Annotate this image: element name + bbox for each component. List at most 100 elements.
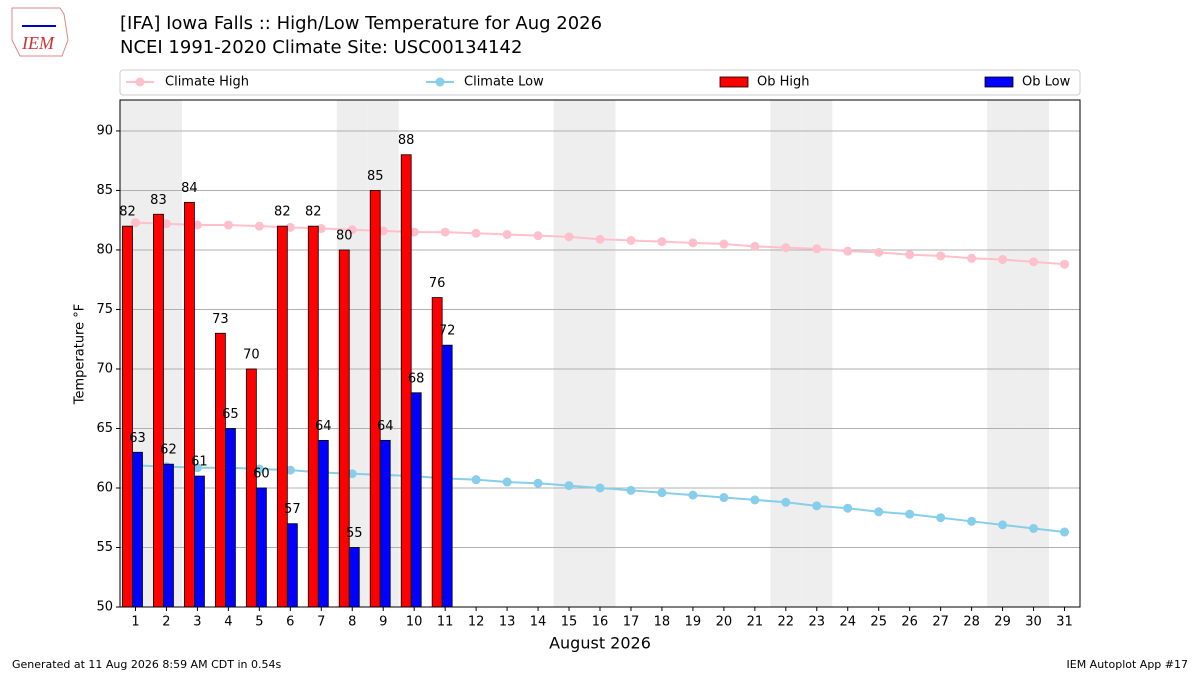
bar-label: 73 xyxy=(212,312,229,327)
bar xyxy=(441,344,453,608)
point xyxy=(750,495,760,505)
point xyxy=(781,497,791,507)
legend-marker xyxy=(435,77,445,87)
x-tick-label: 2 xyxy=(162,615,170,630)
logo: IEM xyxy=(11,7,69,57)
bar-label: 61 xyxy=(191,455,208,470)
weekend-shade xyxy=(801,100,833,607)
point xyxy=(1029,523,1039,533)
bar xyxy=(245,368,257,608)
point xyxy=(347,225,357,235)
point xyxy=(1029,257,1039,267)
x-tick-label: 19 xyxy=(685,615,702,630)
point xyxy=(533,231,543,241)
bar xyxy=(163,463,174,608)
x-tick-label: 22 xyxy=(778,615,795,630)
bar xyxy=(276,225,288,608)
point xyxy=(719,239,729,249)
x-tick-label: 10 xyxy=(406,615,423,630)
bar xyxy=(348,547,360,608)
point xyxy=(254,464,264,474)
x-tick-label: 25 xyxy=(870,615,887,630)
x-tick-label: 11 xyxy=(437,615,454,630)
bar-label: 68 xyxy=(408,371,425,386)
point xyxy=(967,516,977,526)
point xyxy=(223,220,233,230)
x-tick-label: 13 xyxy=(499,615,516,630)
point xyxy=(905,250,915,260)
weekend-shade xyxy=(553,100,585,607)
bar-label: 64 xyxy=(377,419,394,434)
bar xyxy=(369,190,381,608)
x-tick-label: 6 xyxy=(286,615,294,630)
y-tick-label: 55 xyxy=(96,540,113,555)
bar-label: 76 xyxy=(429,276,446,291)
bar-label: 85 xyxy=(367,169,384,184)
x-tick-label: 9 xyxy=(379,615,387,630)
bar xyxy=(286,523,298,608)
point xyxy=(254,221,264,231)
point xyxy=(564,232,574,242)
bar-label: 82 xyxy=(305,205,322,220)
x-tick-label: 1 xyxy=(131,615,139,630)
y-tick-label: 80 xyxy=(96,242,113,257)
point xyxy=(130,218,140,228)
point xyxy=(1060,527,1070,537)
logo-outline xyxy=(11,7,69,57)
bar xyxy=(132,451,143,608)
point xyxy=(285,222,295,232)
legend-swatch xyxy=(719,76,749,88)
bar xyxy=(255,487,267,608)
bar-label: 88 xyxy=(398,133,415,148)
chart-subtitle: NCEI 1991-2020 Climate Site: USC00134142 xyxy=(120,37,522,58)
x-tick-label: 3 xyxy=(193,615,201,630)
bar-label: 60 xyxy=(253,466,270,481)
x-tick-label: 24 xyxy=(839,615,856,630)
point xyxy=(471,228,481,238)
bar-label: 83 xyxy=(150,193,167,208)
y-tick-label: 75 xyxy=(96,302,113,317)
x-tick-label: 18 xyxy=(654,615,671,630)
point xyxy=(440,227,450,237)
bar xyxy=(338,249,350,608)
point xyxy=(688,238,698,248)
point xyxy=(502,229,512,239)
bar xyxy=(214,332,226,608)
x-tick-label: 28 xyxy=(963,615,980,630)
bar xyxy=(307,225,319,608)
point xyxy=(378,226,388,236)
y-tick-label: 85 xyxy=(96,183,113,198)
x-tick-label: 21 xyxy=(747,615,764,630)
point xyxy=(316,224,326,234)
point xyxy=(719,493,729,503)
y-tick-label: 65 xyxy=(96,421,113,436)
y-tick-label: 90 xyxy=(96,123,113,138)
point xyxy=(409,227,419,237)
x-axis-label: August 2026 xyxy=(549,634,651,653)
point xyxy=(936,251,946,261)
point xyxy=(192,220,202,230)
bar-label: 63 xyxy=(129,431,146,446)
x-tick-label: 31 xyxy=(1056,615,1073,630)
x-tick-label: 12 xyxy=(468,615,485,630)
point xyxy=(812,244,822,254)
point xyxy=(192,463,202,473)
x-tick-label: 4 xyxy=(224,615,232,630)
legend-marker xyxy=(135,77,145,87)
bar-label: 84 xyxy=(181,181,198,196)
point xyxy=(285,465,295,475)
point xyxy=(688,490,698,500)
point xyxy=(843,503,853,513)
x-tick-label: 7 xyxy=(317,615,325,630)
bar xyxy=(431,297,443,608)
bar xyxy=(122,225,133,608)
footer-left: Generated at 11 Aug 2026 8:59 AM CDT in … xyxy=(12,658,281,671)
weekend-shade xyxy=(584,100,616,607)
point xyxy=(874,507,884,517)
x-tick-label: 30 xyxy=(1025,615,1042,630)
point xyxy=(626,235,636,245)
bar-label: 82 xyxy=(274,205,291,220)
logo-text: IEM xyxy=(21,33,55,53)
legend-label: Ob High xyxy=(757,75,810,90)
point xyxy=(161,219,171,229)
